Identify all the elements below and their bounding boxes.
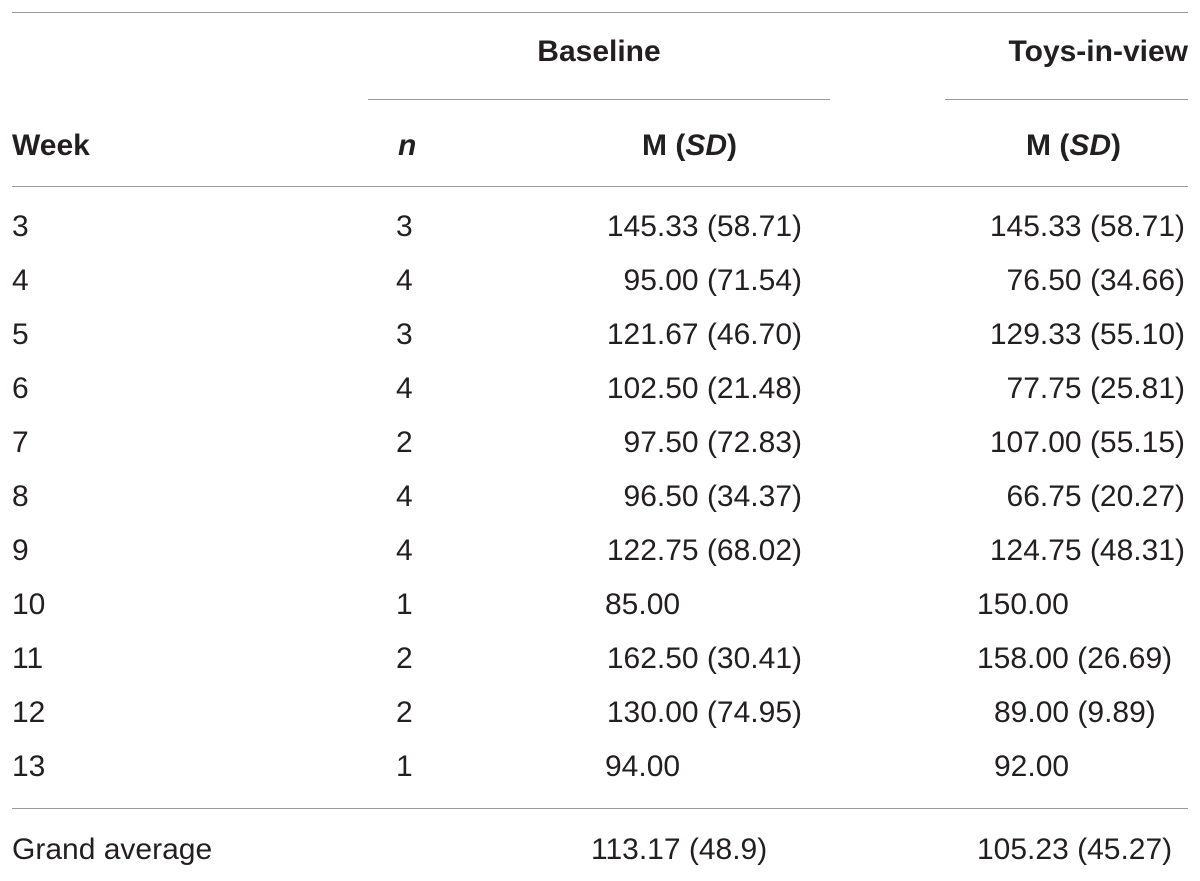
cell-baseline: 122.75 (68.02): [606, 534, 802, 567]
group-header-baseline: Baseline: [537, 35, 661, 68]
cell-toys: 66.75 (20.27): [1006, 480, 1185, 513]
cell-baseline: 97.50 (72.83): [623, 426, 802, 459]
cell-week: 9: [12, 534, 29, 567]
col-header-toys-sd: SD: [1069, 129, 1112, 162]
cell-n: 4: [396, 480, 413, 513]
col-header-baseline-close: ): [727, 129, 738, 162]
cell-toys: 92.00: [994, 750, 1070, 783]
cell-toys: 158.00 (26.69): [977, 642, 1173, 675]
cell-n: 4: [396, 372, 413, 405]
cell-baseline: 95.00 (71.54): [623, 264, 802, 297]
cell-n: 3: [396, 318, 413, 351]
header-rule: [12, 186, 1188, 187]
group-header-toys-in-view: Toys-in-view: [1008, 35, 1188, 68]
cell-n: 1: [396, 588, 413, 621]
cell-baseline: 85.00: [605, 588, 681, 621]
cell-n: 1: [396, 750, 413, 783]
col-header-baseline-sd: SD: [685, 129, 728, 162]
col-header-toys-m: M (: [1026, 129, 1070, 162]
cell-baseline: 145.33 (58.71): [606, 210, 802, 243]
toys-group-rule: [945, 99, 1188, 100]
cell-toys: 150.00: [977, 588, 1069, 621]
col-header-toys-msd: M (SD): [1026, 128, 1121, 164]
top-rule: [12, 12, 1188, 13]
cell-toys: 89.00 (9.89): [994, 696, 1156, 729]
col-header-week: Week: [12, 129, 90, 162]
cell-n: 2: [396, 642, 413, 675]
cell-toys: 77.75 (25.81): [1006, 372, 1185, 405]
cell-week: 3: [12, 210, 29, 243]
cell-week: 10: [12, 588, 46, 621]
cell-week: 13: [12, 750, 46, 783]
cell-baseline: 162.50 (30.41): [606, 642, 802, 675]
cell-week: 4: [12, 264, 29, 297]
cell-baseline: 121.67 (46.70): [606, 318, 802, 351]
cell-n: 4: [396, 264, 413, 297]
cell-baseline: 94.00: [605, 750, 681, 783]
cell-toys: 107.00 (55.15): [989, 426, 1185, 459]
cell-week: 11: [12, 642, 44, 675]
baseline-group-rule: [368, 99, 830, 100]
cell-baseline: 130.00 (74.95): [606, 696, 802, 729]
cell-week: 6: [12, 372, 29, 405]
col-header-baseline-m: M (: [642, 129, 686, 162]
cell-baseline: 102.50 (21.48): [606, 372, 802, 405]
cell-n: 4: [396, 534, 413, 567]
cell-week: 7: [12, 426, 29, 459]
col-header-n: n: [398, 129, 417, 162]
cell-n: 2: [396, 426, 413, 459]
cell-baseline: 96.50 (34.37): [623, 480, 802, 513]
grand-average-baseline: 113.17 (48.9): [591, 833, 768, 866]
footer-rule: [12, 808, 1188, 809]
grand-average-toys: 105.23 (45.27): [977, 833, 1173, 866]
cell-week: 12: [12, 696, 46, 729]
cell-n: 3: [396, 210, 413, 243]
col-header-toys-close: ): [1111, 129, 1122, 162]
cell-n: 2: [396, 696, 413, 729]
cell-toys: 145.33 (58.71): [989, 210, 1185, 243]
cell-week: 8: [12, 480, 29, 513]
cell-toys: 76.50 (34.66): [1006, 264, 1185, 297]
cell-week: 5: [12, 318, 29, 351]
col-header-baseline-msd: M (SD): [642, 128, 737, 164]
cell-toys: 124.75 (48.31): [989, 534, 1185, 567]
cell-toys: 129.33 (55.10): [989, 318, 1185, 351]
grand-average-label: Grand average: [12, 833, 213, 866]
